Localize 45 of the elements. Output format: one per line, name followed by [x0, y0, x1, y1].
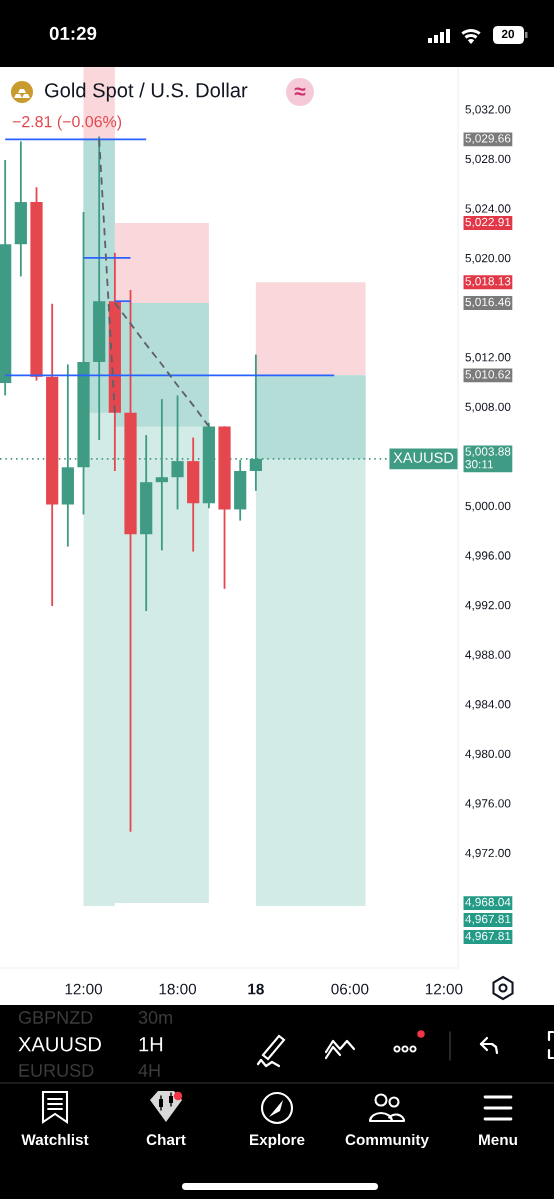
text: 30m [138, 1011, 172, 1024]
y-tick-label: 5,000.00 [465, 501, 511, 512]
text: −2.81 (−0.06%) [12, 115, 122, 131]
text: Chart [146, 1133, 186, 1146]
text: 4,967.81 [465, 931, 511, 942]
text: 20 [501, 29, 515, 39]
y-tick-label: 5,020.00 [465, 253, 511, 264]
y-tick-label: 5,008.00 [465, 402, 511, 413]
y-tick-label: 4,968.04 [465, 897, 511, 908]
annotation: ≈ [294, 87, 306, 96]
ref-line-label: XAUUSD [393, 452, 454, 463]
y-tick-label: 5,024.00 [465, 204, 511, 215]
x-tick-label: 06:00 [331, 983, 369, 995]
y-tick-label: 5,032.00 [465, 105, 511, 115]
y-tick-label: 5,012.00 [465, 353, 511, 363]
y-tick-label: 4,972.00 [465, 848, 511, 859]
text: GBPNZD [18, 1011, 93, 1024]
text: 01:29 [49, 26, 97, 41]
text: EURUSD [19, 1064, 94, 1077]
x-tick-label: 18:00 [159, 983, 197, 995]
x-tick-label: 12:00 [425, 983, 463, 995]
y-tick-label: 5,016.46 [465, 297, 511, 308]
y-tick-label: 5,010.62 [465, 370, 511, 380]
y-tick-label: 5,018.13 [465, 277, 511, 287]
text: Community [345, 1133, 429, 1149]
y-tick-label: 4,992.00 [465, 600, 511, 611]
text: XAUUSD [18, 1037, 101, 1052]
x-tick-label: 18 [248, 983, 264, 995]
text: 4H [138, 1064, 160, 1077]
text: 1H [139, 1037, 163, 1052]
y-tick-label: 4,984.00 [465, 700, 511, 710]
y-tick-label: 5,028.00 [465, 154, 511, 165]
text: Menu [479, 1134, 517, 1146]
text: Watchlist [21, 1133, 89, 1146]
y-tick-label: 5,029.66 [465, 134, 511, 144]
text: Explore [250, 1133, 305, 1149]
text: 4,967.81 [465, 914, 511, 925]
text: Gold Spot / U.S. Dollar [45, 82, 248, 102]
y-tick-label: 4,980.00 [465, 749, 511, 760]
y-tick-label: 5,022.91 [465, 217, 511, 228]
y-tick-label: 4,988.00 [465, 650, 511, 661]
y-tick-label: 4,976.00 [465, 799, 511, 809]
y-tick-label: 4,996.00 [465, 551, 511, 562]
y-tick-label: 5,003.88 30:11 [465, 447, 511, 469]
x-tick-label: 12:00 [65, 983, 103, 995]
